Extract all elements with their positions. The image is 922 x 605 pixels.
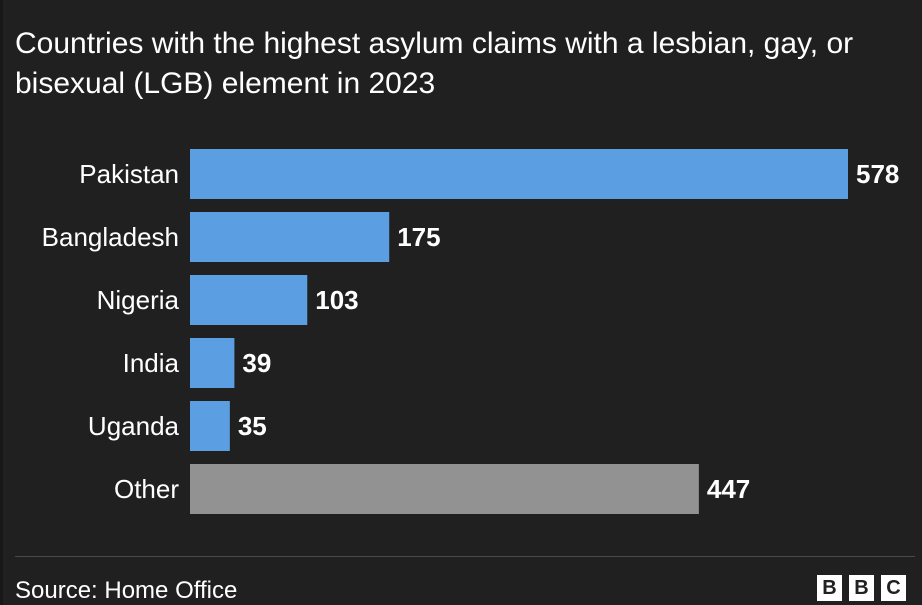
category-label: Nigeria <box>97 285 180 315</box>
category-label: Bangladesh <box>42 222 179 252</box>
bar-india <box>190 338 235 388</box>
source-note: Source: Home Office <box>15 577 238 604</box>
bar-pakistan <box>190 149 848 199</box>
value-label: 175 <box>397 222 440 252</box>
bar-other <box>190 464 699 514</box>
chart-subtitle: Countries with the highest asylum claims… <box>15 27 854 100</box>
category-label: Uganda <box>88 411 180 441</box>
category-label: India <box>123 348 180 378</box>
bar-uganda <box>190 401 230 451</box>
value-label: 35 <box>238 411 267 441</box>
left-edge <box>0 0 3 605</box>
divider <box>15 556 915 557</box>
value-label: 39 <box>242 348 271 378</box>
value-label: 578 <box>856 159 899 189</box>
category-label: Pakistan <box>79 159 179 189</box>
bar-nigeria <box>190 275 308 325</box>
bar-bangladesh <box>190 212 390 262</box>
category-label: Other <box>114 474 179 504</box>
value-label: 103 <box>315 285 358 315</box>
value-label: 447 <box>707 474 750 504</box>
